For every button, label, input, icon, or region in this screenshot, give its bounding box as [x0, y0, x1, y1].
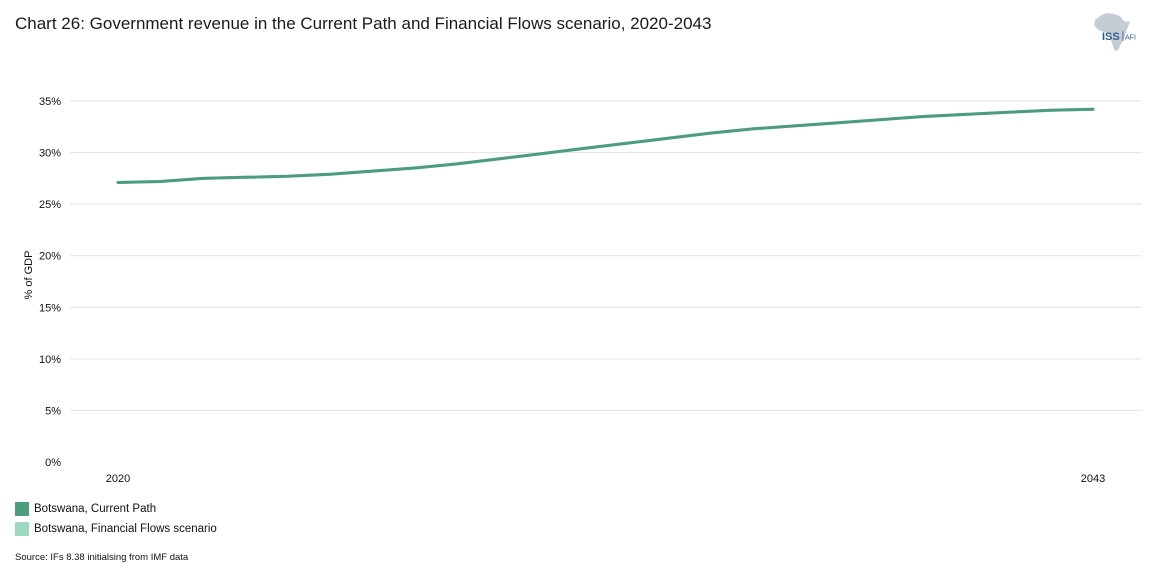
logo-iss-text: ISS — [1102, 31, 1120, 43]
y-tick-label: 0% — [45, 457, 61, 469]
y-tick-label: 5% — [45, 405, 61, 417]
line-chart: 0% 5% 10% 15% 20% 25% 30% 35% 2020 2043 % of GDP — [23, 96, 1142, 485]
series-line-botswana-current-path[interactable] — [116, 107, 1095, 184]
legend-item-financial-flows[interactable]: Botswana, Financial Flows scenario — [15, 522, 217, 536]
y-tick-label: 10% — [39, 354, 61, 366]
series-lines — [116, 107, 1095, 184]
legend-label-current-path: Botswana, Current Path — [34, 503, 157, 515]
y-tick-label: 25% — [39, 199, 61, 211]
legend: Botswana, Current Path Botswana, Financi… — [15, 502, 217, 542]
y-tick-label: 35% — [39, 96, 61, 108]
africa-shape — [1094, 13, 1130, 51]
legend-item-current-path[interactable]: Botswana, Current Path — [15, 502, 217, 516]
legend-swatch-financial-flows — [15, 522, 29, 536]
y-axis-tick-labels: 0% 5% 10% 15% 20% 25% 30% 35% — [39, 96, 61, 469]
legend-swatch-current-path — [15, 502, 29, 516]
x-axis-tick-labels: 2020 2043 — [106, 473, 1105, 485]
y-tick-label: 30% — [39, 148, 61, 160]
gridlines — [70, 100, 1142, 411]
logo-afi-text: AFI — [1125, 35, 1136, 42]
source-note: Source: IFs 8.38 initialsing from IMF da… — [15, 552, 189, 563]
y-axis-label: % of GDP — [23, 251, 35, 300]
x-tick-label: 2043 — [1081, 473, 1105, 485]
y-tick-label: 20% — [39, 251, 61, 263]
iss-afi-logo: ISS AFI — [1094, 13, 1136, 51]
x-tick-label: 2020 — [106, 473, 130, 485]
legend-label-financial-flows: Botswana, Financial Flows scenario — [34, 523, 217, 535]
chart-title: Chart 26: Government revenue in the Curr… — [15, 14, 712, 33]
y-tick-label: 15% — [39, 302, 61, 314]
